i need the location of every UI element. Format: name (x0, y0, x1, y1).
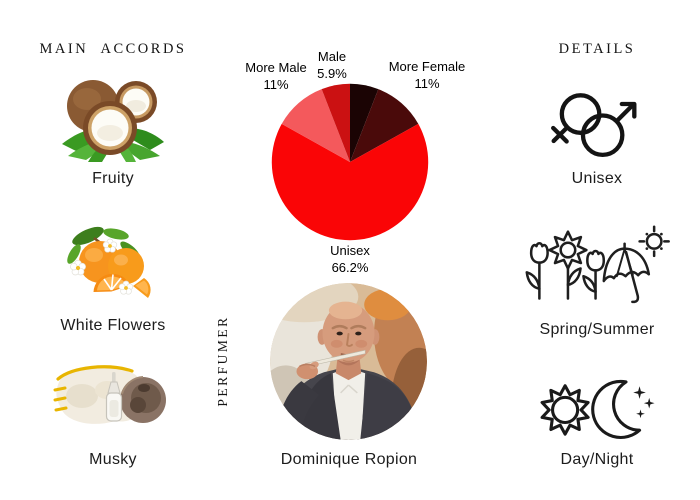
details-heading: DETAILS (558, 41, 636, 57)
male-arrow-shaft (614, 104, 634, 123)
pie-slice-0 (350, 83, 379, 162)
detail-label-unisex: Unisex (571, 170, 623, 187)
detail-label-spring-summer: Spring/Summer (539, 321, 655, 338)
sun-small (645, 232, 663, 250)
sun-rays (540, 384, 590, 436)
accord-label-fruity: Fruity (92, 170, 134, 187)
leaf (582, 274, 597, 293)
pie-slice-more-female (350, 89, 419, 162)
dominique-ropion-portrait (270, 283, 427, 440)
pie-label-text: Unisex (330, 243, 370, 258)
pie-label-text: More Female (388, 59, 466, 74)
pie-slice-more-male (281, 89, 350, 162)
musk-image (53, 365, 166, 424)
perfumer-name: Dominique Ropion (280, 451, 418, 468)
pie-label-more-female: More Female 11% (367, 59, 487, 92)
pie-label-unisex: Unisex 66.2% (290, 243, 410, 276)
accord-item-fruity (58, 70, 168, 164)
spring-summer-icon (525, 225, 670, 304)
star-sparkle (643, 397, 655, 409)
pie-chart-svg (271, 83, 429, 241)
accord-label-musky: Musky (89, 451, 137, 468)
sun-core (550, 395, 580, 425)
accord-item-white-flowers (60, 224, 164, 306)
female-cross (551, 125, 570, 144)
tulip-flower (529, 242, 549, 264)
crescent-moon (591, 379, 642, 439)
accord-label-white-flowers: White Flowers (60, 317, 166, 334)
pie-label-pct: 5.9% (317, 65, 347, 81)
male-arrow-head (619, 101, 637, 119)
gender-pie-chart (271, 83, 429, 241)
main-accords-heading: MAIN ACCORDS (39, 41, 187, 57)
pie-slice-male (321, 83, 350, 162)
detail-item-spring-summer (524, 221, 670, 313)
male-symbol-circle (580, 113, 625, 158)
pie-label-male: Male 5.9% (287, 49, 377, 82)
sunflower-center (559, 241, 577, 259)
umbrella-handle (624, 250, 640, 304)
star-sparkle (636, 409, 645, 419)
leaf (566, 267, 582, 287)
day-night-icon (540, 379, 655, 439)
unisex-gender-icon (551, 93, 637, 158)
perfumer-photo (270, 283, 427, 440)
perfumer-heading: PERFUMER (215, 315, 230, 407)
pie-label-pct: 11% (414, 75, 440, 91)
detail-item-day-night (539, 374, 655, 442)
orange-blossom-image (67, 226, 151, 298)
accord-item-musky (52, 360, 170, 436)
pie-label-text: Male (317, 49, 347, 64)
tulip-flower (586, 249, 606, 272)
leaf (525, 271, 541, 291)
pie-label-text: More Male (245, 60, 307, 75)
coconut-image (62, 80, 164, 162)
pie-slice-unisex (271, 123, 429, 241)
detail-item-unisex (546, 88, 642, 167)
star-sparkle (633, 386, 646, 399)
sunflower-petals (548, 230, 588, 270)
pie-label-pct: 66.2% (331, 259, 369, 275)
pie-label-pct: 11% (263, 76, 289, 92)
detail-label-day-night: Day/Night (560, 451, 634, 468)
pie-label-more-male: More Male 11% (216, 60, 336, 93)
